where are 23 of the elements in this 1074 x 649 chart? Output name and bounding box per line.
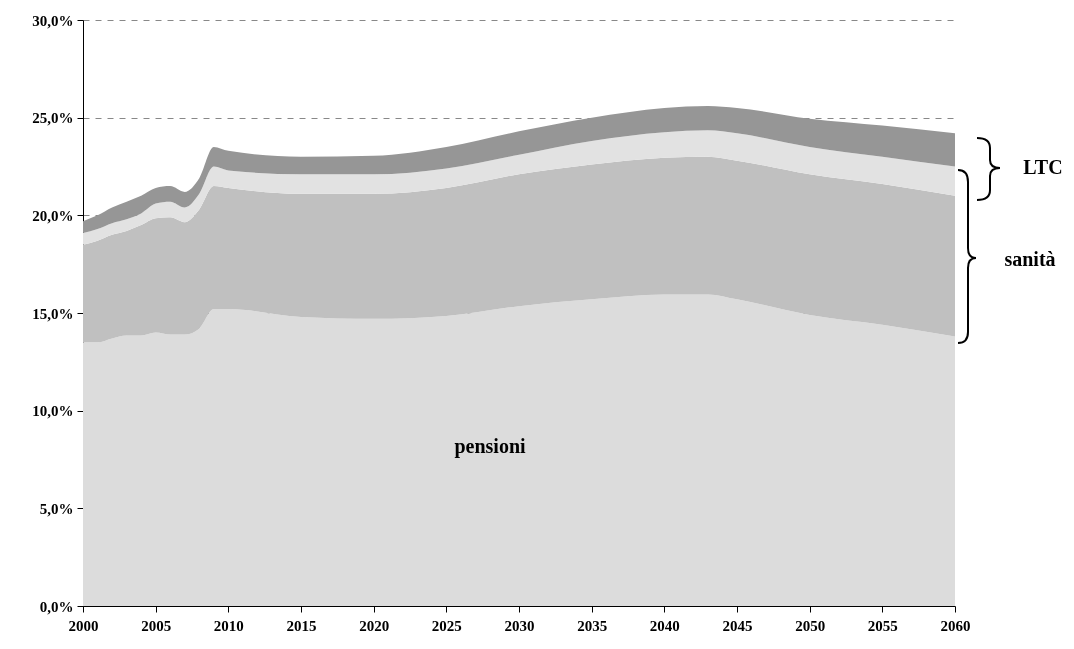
x-tick-label: 2050	[795, 617, 826, 634]
y-tick-label: 5,0%	[39, 500, 74, 517]
x-tick-label: 2035	[577, 617, 608, 634]
text: sanità	[1004, 248, 1056, 270]
y-tick-label: 15,0%	[32, 305, 74, 322]
x-tick-label: 2005	[141, 617, 172, 634]
y-tick-label: 25,0%	[32, 110, 74, 127]
x-tick-label: 2045	[722, 617, 753, 634]
y-tick-label: 10,0%	[32, 403, 74, 420]
x-tick-label: 2010	[213, 617, 244, 634]
x-tick-label: 2020	[359, 617, 390, 634]
x-tick-label: 2055	[867, 617, 898, 634]
y-tick-label: 0,0%	[39, 598, 74, 615]
y-tick-label: 30,0%	[32, 12, 74, 29]
x-tick-label: 2030	[504, 617, 535, 634]
x-tick-label: 2015	[286, 617, 317, 634]
x-tick-label: 2060	[940, 617, 971, 634]
x-tick-label: 2040	[649, 617, 680, 634]
text: LTC	[1023, 156, 1063, 178]
annotation: pensioni	[454, 435, 527, 458]
y-tick-label: 20,0%	[32, 207, 74, 224]
x-tick-label: 2000	[68, 617, 99, 634]
x-tick-label: 2025	[431, 617, 462, 634]
